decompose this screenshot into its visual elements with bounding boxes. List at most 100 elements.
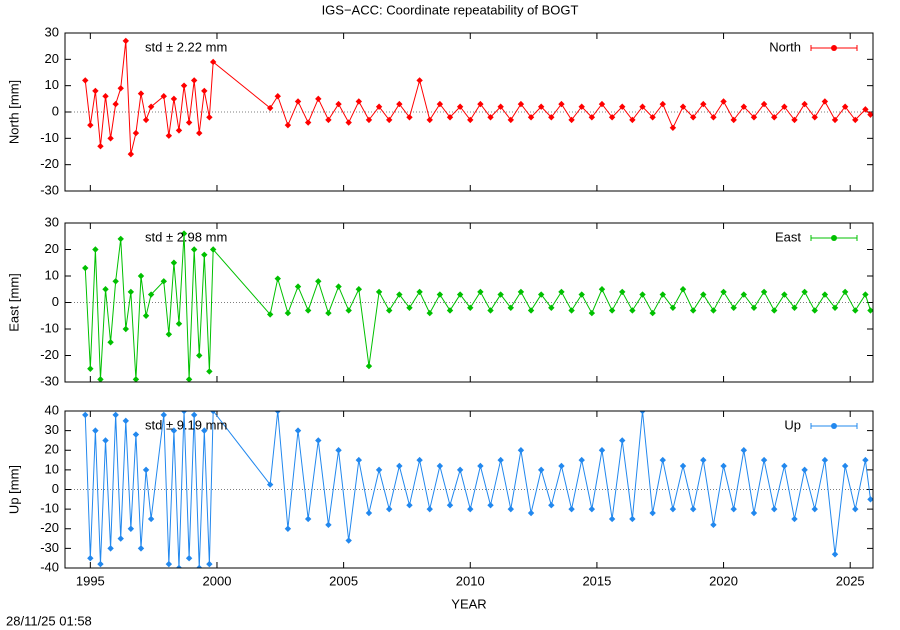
data-point: [867, 111, 873, 118]
y-tick-label: 30: [45, 422, 59, 437]
data-point: [335, 283, 342, 290]
y-tick-label: -20: [40, 156, 59, 171]
y-axis-label: East [mm]: [6, 273, 21, 332]
data-point: [801, 288, 808, 296]
data-point: [137, 545, 145, 552]
data-point: [598, 100, 606, 108]
data-point: [365, 116, 373, 124]
data-point: [619, 103, 626, 110]
data-point: [801, 466, 808, 474]
data-point: [355, 456, 363, 464]
data-point: [862, 291, 869, 298]
data-point: [456, 103, 464, 110]
data-point: [426, 505, 433, 513]
data-point: [375, 466, 383, 474]
data-point: [201, 87, 208, 95]
data-point: [629, 307, 636, 314]
data-point: [558, 100, 565, 108]
series-line: [84, 40, 871, 155]
data-point: [558, 288, 565, 296]
data-point: [608, 515, 616, 523]
data-point: [386, 116, 393, 124]
data-point: [209, 411, 217, 415]
annotation: std ± 2.98 mm: [145, 229, 227, 244]
data-point: [185, 119, 193, 126]
data-point: [578, 456, 585, 464]
x-tick-label: 2005: [329, 573, 358, 588]
data-point: [669, 304, 677, 311]
data-point: [679, 462, 687, 470]
x-tick-label: 2000: [203, 573, 232, 588]
y-tick-label: 20: [45, 241, 59, 256]
data-point: [629, 116, 636, 124]
data-point: [821, 456, 829, 464]
data-point: [750, 114, 758, 121]
data-point: [132, 129, 140, 137]
series-line: [84, 233, 871, 380]
data-point: [487, 114, 494, 121]
data-point: [537, 291, 545, 298]
data-point: [82, 411, 89, 419]
data-point: [345, 537, 352, 544]
data-point: [209, 246, 217, 253]
x-axis-label: YEAR: [451, 596, 486, 611]
data-point: [206, 114, 213, 121]
data-point: [669, 124, 677, 131]
data-point: [446, 307, 454, 314]
data-point: [335, 447, 342, 454]
data-point: [325, 309, 332, 317]
data-point: [294, 427, 302, 434]
data-point: [821, 291, 829, 298]
data-point: [608, 114, 616, 121]
data-point: [689, 505, 697, 513]
y-tick-label: 10: [45, 267, 59, 282]
data-point: [619, 288, 626, 296]
data-point: [170, 259, 178, 266]
data-point: [527, 114, 535, 121]
data-point: [740, 291, 748, 298]
data-point: [170, 95, 178, 103]
data-point: [406, 304, 413, 311]
data-point: [781, 462, 788, 470]
data-point: [831, 551, 839, 558]
data-point: [811, 307, 818, 314]
data-point: [548, 502, 555, 509]
data-point: [180, 82, 188, 89]
data-point: [160, 278, 167, 285]
data-point: [274, 93, 281, 100]
data-point: [315, 278, 322, 285]
data-point: [750, 304, 758, 311]
x-tick-label: 1995: [76, 573, 105, 588]
data-point: [700, 456, 707, 464]
data-point: [639, 103, 646, 110]
data-point: [867, 307, 873, 314]
data-point: [304, 307, 312, 314]
data-point: [112, 278, 119, 285]
data-point: [841, 288, 849, 296]
data-point: [760, 288, 768, 296]
data-point: [487, 307, 494, 314]
data-point: [517, 100, 525, 108]
data-point: [578, 291, 585, 298]
data-point: [180, 411, 188, 415]
data-point: [700, 100, 707, 108]
data-point: [852, 307, 859, 314]
data-point: [760, 456, 768, 464]
data-point: [107, 339, 114, 346]
data-point: [274, 275, 281, 282]
data-point: [568, 307, 575, 314]
timestamp: 28/11/25 01:58: [6, 613, 92, 628]
y-tick-label: -10: [40, 501, 59, 516]
data-point: [659, 456, 666, 464]
data-point: [477, 288, 484, 296]
data-point: [629, 515, 636, 523]
data-point: [720, 288, 727, 296]
plot-area: [82, 411, 873, 568]
data-point: [209, 58, 217, 66]
data-point: [639, 411, 646, 415]
data-point: [416, 77, 423, 84]
y-tick-label: 30: [45, 24, 59, 39]
data-point: [386, 505, 393, 513]
data-point: [791, 515, 798, 523]
data-point: [190, 246, 198, 253]
